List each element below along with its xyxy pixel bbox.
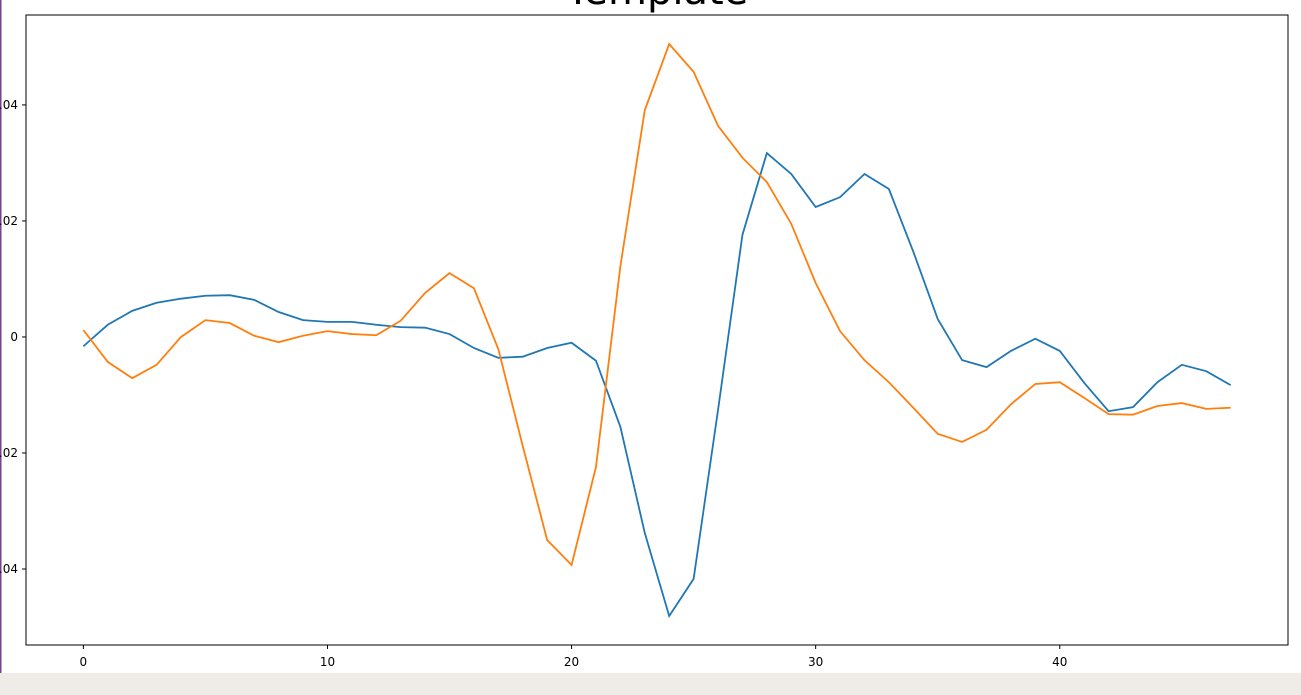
x-tick-label: 30 — [808, 655, 823, 669]
status-strip — [0, 673, 1301, 695]
window-edge — [0, 0, 2, 673]
x-tick-label: 40 — [1052, 655, 1067, 669]
x-tick-label: 20 — [564, 655, 579, 669]
plot-frame — [25, 14, 1289, 646]
chart-title: Template — [565, 0, 749, 14]
y-tick-label: 0 — [10, 330, 18, 344]
x-tick-label: 10 — [320, 655, 335, 669]
y-tick-label: 0.04 — [0, 98, 18, 112]
x-tick-label: 0 — [80, 655, 88, 669]
series-line — [82, 151, 1232, 619]
series-line — [82, 42, 1231, 567]
y-tick-label: −0.02 — [0, 446, 18, 460]
y-tick-label: 0.02 — [0, 214, 18, 228]
y-tick-label: −0.04 — [0, 562, 18, 576]
